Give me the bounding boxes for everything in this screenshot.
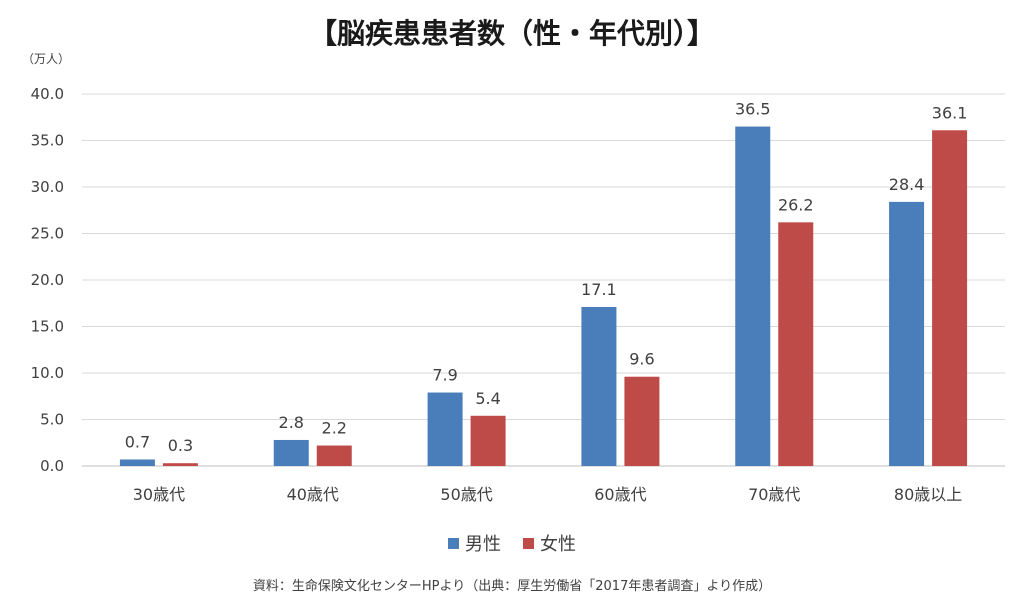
legend-item-male: 男性 [448,530,501,556]
data-label: 0.3 [168,436,193,455]
x-category-label: 50歳代 [440,485,492,504]
legend-swatch-female [523,537,534,549]
y-tick-label: 10.0 [31,364,64,382]
data-label: 36.1 [932,103,968,122]
data-label: 5.4 [475,389,500,408]
legend: 男性 女性 [0,530,1024,556]
bar-male [581,306,617,466]
data-label: 2.8 [279,413,304,432]
y-tick-label: 30.0 [31,178,64,196]
x-category-label: 40歳代 [287,485,339,504]
y-tick-label: 25.0 [31,225,64,243]
x-category-label: 80歳以上 [894,485,962,504]
data-label: 28.4 [889,175,925,194]
data-label: 17.1 [581,280,617,299]
bar-female [624,376,660,466]
y-tick-label: 0.0 [40,457,64,475]
y-tick-label: 20.0 [31,271,64,289]
x-category-label: 30歳代 [133,485,185,504]
data-label: 2.2 [322,419,347,438]
x-category-label: 70歳代 [748,485,800,504]
source-note: 資料：生命保険文化センターHPより（出典：厚生労働省「2017年患者調査」より作… [252,579,772,594]
chart-title: 【脳疾患患者数（性・年代別）】 [308,17,715,50]
legend-label-female: 女性 [540,534,576,555]
bar-male [427,392,463,466]
y-unit-label: （万人） [22,52,71,66]
x-category-label: 60歳代 [594,485,646,504]
data-label: 36.5 [735,100,771,119]
bar-female [932,130,968,466]
bar-female [470,415,506,466]
legend-label-male: 男性 [465,534,501,555]
y-tick-label: 15.0 [31,318,64,336]
bar-female [162,463,198,466]
data-label: 26.2 [778,195,814,214]
data-label: 0.7 [125,432,150,451]
bar-female [316,445,352,466]
y-tick-label: 5.0 [40,411,64,429]
bar-female [778,222,814,466]
bar-male [889,201,925,466]
data-label: 7.9 [432,366,457,385]
legend-item-female: 女性 [523,530,576,556]
y-tick-label: 40.0 [31,85,64,103]
bar-male [735,126,771,467]
bar-male [273,439,309,466]
y-tick-label: 35.0 [31,132,64,150]
legend-swatch-male [448,537,459,549]
data-label: 9.6 [629,350,654,369]
bar-male [119,459,155,466]
